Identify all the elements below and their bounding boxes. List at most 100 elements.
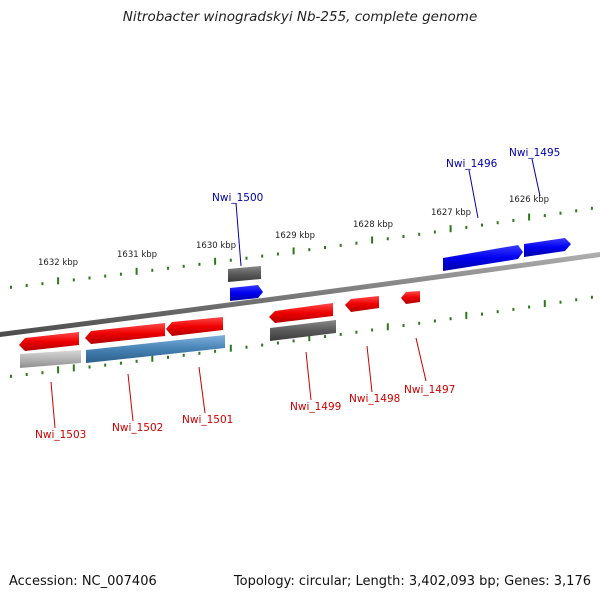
label-leaders: [50, 158, 541, 429]
reverse-tick-mark: [528, 305, 531, 309]
reverse-tick-mark: [324, 335, 326, 339]
gene-feature-light-lower[interactable]: [20, 350, 81, 368]
gene-label-nwi-1500: Nwi_1500: [212, 192, 263, 204]
leader-nwi-1502: [127, 373, 134, 422]
forward-tick-mark: [167, 266, 169, 270]
leader-nwi-1499: [305, 351, 312, 401]
reverse-tick-mark: [10, 374, 12, 378]
forward-tick-mark: [308, 248, 311, 252]
forward-tick-mark: [465, 225, 468, 229]
reverse-tick-mark: [41, 371, 44, 375]
reverse-tick-mark: [559, 300, 562, 304]
gene-feature-nwi-1499[interactable]: [269, 303, 333, 323]
tick-label-1628: 1628 kbp: [353, 220, 393, 230]
gene-label-nwi-1498: Nwi_1498: [349, 393, 400, 405]
gene-feature-nwi-1497[interactable]: [401, 291, 420, 304]
forward-tick-mark: [57, 277, 60, 285]
reverse-tick-mark: [512, 307, 515, 311]
forward-tick-mark: [543, 214, 546, 218]
forward-tick-mark: [104, 274, 107, 278]
forward-tick-mark: [324, 246, 326, 250]
reverse-tick-mark: [496, 310, 499, 314]
gene-label-nwi-1503: Nwi_1503: [35, 429, 86, 441]
forward-tick-mark: [575, 209, 578, 213]
gene-feature-nwi-1500[interactable]: [230, 285, 263, 301]
gene-feature-nwi-1498[interactable]: [345, 296, 379, 312]
tick-label-1629: 1629 kbp: [275, 231, 315, 241]
forward-tick-mark: [433, 230, 436, 234]
gene-feature-gray-lower[interactable]: [270, 320, 336, 341]
tick-label-1631: 1631 kbp: [117, 250, 157, 260]
forward-tick-track: [10, 206, 593, 289]
forward-tick-mark: [72, 278, 75, 282]
reverse-tick-mark: [543, 300, 546, 308]
genome-backbone: [0, 252, 600, 337]
reverse-tick-mark: [590, 295, 593, 299]
gene-label-nwi-1495: Nwi_1495: [509, 147, 560, 159]
leader-nwi-1497: [415, 337, 427, 382]
reverse-tick-mark: [104, 363, 107, 367]
reverse-tick-mark: [308, 334, 311, 342]
reverse-tick-mark: [245, 345, 248, 349]
gene-label-nwi-1497: Nwi_1497: [404, 384, 455, 396]
forward-tick-mark: [512, 218, 515, 222]
reverse-tick-mark: [88, 365, 91, 369]
reverse-tick-mark: [292, 339, 295, 343]
leader-nwi-1495: [531, 158, 541, 197]
reverse-tick-mark: [182, 353, 185, 357]
gene-label-nwi-1502: Nwi_1502: [112, 422, 163, 434]
forward-tick-mark: [339, 243, 342, 247]
forward-tick-mark: [119, 272, 122, 276]
reverse-tick-mark: [261, 343, 264, 347]
reverse-tick-mark: [167, 355, 169, 359]
forward-tick-mark: [88, 276, 91, 280]
forward-tick-mark: [559, 211, 562, 215]
reverse-tick-mark: [214, 349, 217, 353]
reverse-tick-mark: [402, 324, 405, 327]
reverse-tick-mark: [433, 319, 436, 323]
forward-tick-mark: [261, 254, 264, 258]
reverse-features: [19, 291, 420, 368]
gene-feature-nwi-1501[interactable]: [166, 317, 223, 336]
reverse-tick-mark: [339, 332, 342, 336]
reverse-tick-mark: [276, 341, 279, 345]
reverse-tick-mark: [57, 366, 60, 374]
gene-label-nwi-1499: Nwi_1499: [290, 401, 341, 413]
forward-tick-mark: [25, 284, 28, 287]
tick-label-1632: 1632 kbp: [38, 258, 78, 268]
reverse-tick-mark: [386, 323, 389, 331]
gene-feature-nwi-1503[interactable]: [19, 332, 79, 351]
genome-summary-text: Topology: circular; Length: 3,402,093 bp…: [233, 574, 591, 589]
reverse-tick-mark: [481, 312, 483, 316]
gene-feature-steel-lower[interactable]: [86, 335, 225, 363]
forward-tick-mark: [182, 264, 185, 268]
reverse-tick-mark: [355, 330, 358, 334]
reverse-tick-mark: [151, 354, 154, 362]
reverse-tick-mark: [418, 321, 421, 325]
forward-tick-mark: [214, 257, 217, 265]
gene-feature-nwi-1496[interactable]: [443, 245, 523, 271]
forward-tick-mark: [151, 268, 154, 272]
leader-nwi-1496: [468, 169, 479, 219]
reverse-tick-mark: [465, 311, 468, 319]
forward-tick-mark: [386, 237, 389, 241]
reverse-tick-mark: [72, 364, 75, 372]
gene-feature-gray-upper[interactable]: [228, 266, 261, 282]
reverse-tick-mark: [198, 351, 201, 355]
tick-label-1626: 1626 kbp: [509, 195, 549, 205]
leader-nwi-1503: [50, 381, 56, 429]
forward-tick-mark: [198, 262, 201, 266]
tick-label-1630: 1630 kbp: [196, 241, 236, 251]
forward-tick-mark: [371, 236, 374, 244]
forward-tick-mark: [528, 213, 531, 221]
reverse-tick-mark: [119, 361, 122, 365]
forward-tick-mark: [292, 247, 295, 255]
forward-tick-mark: [355, 241, 358, 245]
forward-tick-mark: [449, 225, 452, 233]
gene-feature-nwi-1495[interactable]: [524, 238, 571, 257]
gene-label-nwi-1501: Nwi_1501: [182, 414, 233, 426]
reverse-tick-mark: [229, 344, 232, 352]
gene-feature-nwi-1502[interactable]: [85, 323, 165, 344]
